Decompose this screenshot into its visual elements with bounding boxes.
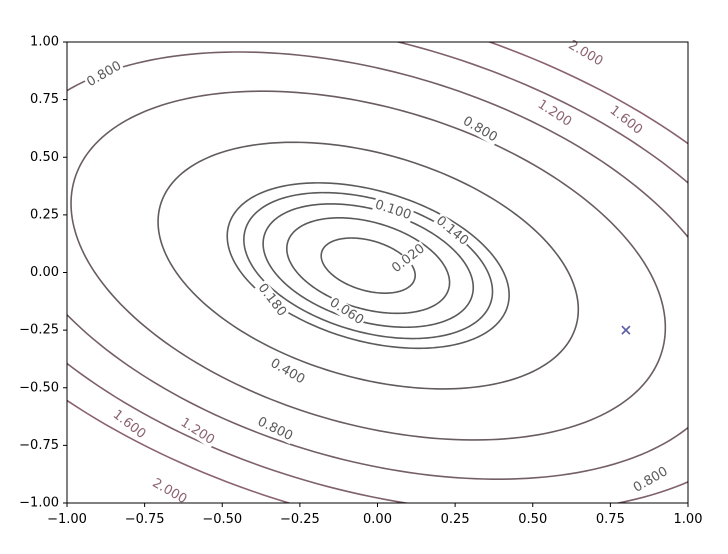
contour-label-background [254,280,290,321]
contour-label-background [533,96,576,131]
contour-line [320,237,416,294]
contour-line [67,42,688,503]
contour-lines [67,42,688,503]
x-tick-label: 0.25 [441,512,470,527]
x-tick-label: −0.25 [280,512,320,527]
x-tick-label: 0.75 [596,512,625,527]
contour-label-background [266,355,309,388]
y-tick-label: −0.25 [19,323,59,338]
contour-label-background [605,102,646,139]
y-tick-label: 0.75 [30,92,59,107]
x-tick-label: −1.00 [47,512,87,527]
contour-label-background [253,414,297,445]
contour-label-background [325,294,368,329]
y-tick-label: −0.75 [19,438,59,453]
marker-layer [621,325,631,335]
plot-background [67,42,688,503]
contour-label-background [388,240,429,277]
contour-line [70,90,667,441]
contour-line [67,42,688,503]
contour-line [67,51,688,480]
contour-label-background [176,414,218,449]
x-tick-label: −0.50 [202,512,242,527]
y-axis: −1.00 −0.75 −0.50 −0.25 0.00 0.25 0.50 0.75 1.00 [19,35,67,511]
contour-line [226,182,510,350]
x-tick-label: 1.00 [674,512,703,527]
y-tick-label: −1.00 [19,496,59,511]
y-tick-label: −0.50 [19,380,59,395]
y-tick-label: 1.00 [30,35,59,50]
contour-label-background [148,475,191,508]
contour-label-background [432,212,472,250]
contour-label-background [371,197,415,224]
contour-label-background [564,37,607,70]
marker-x [621,325,631,335]
y-tick-label: 0.25 [30,207,59,222]
y-tick-label: 0.50 [30,150,59,165]
contour-label-background [629,463,672,497]
contour-label-background [459,113,501,146]
x-tick-label: 0.00 [363,512,392,527]
contour-label-background [109,406,150,443]
x-tick-label: −0.75 [125,512,165,527]
contour-label-background [83,58,126,91]
y-tick-label: 0.00 [30,265,59,280]
contour-line [243,191,494,340]
x-axis: −1.00 −0.75 −0.50 −0.25 0.00 0.25 0.50 0.75 1.00 [47,503,702,527]
contour-line [262,203,475,329]
contour-line [157,141,580,390]
x-tick-label: 0.50 [518,512,547,527]
